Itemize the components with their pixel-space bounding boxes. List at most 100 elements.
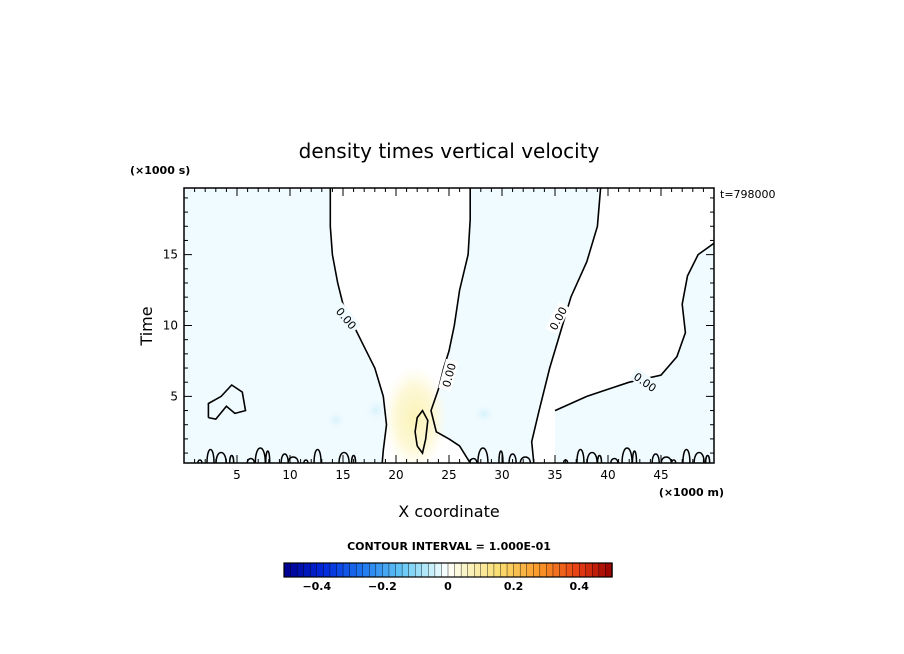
colorbar-cell [441,562,449,578]
noise-contour [313,448,322,463]
colorbar-cell [395,562,403,578]
noise-contour [586,451,598,463]
negative-spot-3 [326,410,346,430]
colorbar-cell [539,562,548,578]
noise-contour [197,459,203,463]
x-tick-label: 5 [233,468,241,482]
colorbar-cell [474,562,482,578]
colorbar-cell [316,562,325,578]
colorbar-cell [382,562,390,578]
colorbar-cell [467,562,475,578]
noise-contour [215,451,227,463]
colorbar-tick-labels: −0.4 −0.2 0 0.2 0.4 [302,580,589,593]
noise-contour [621,447,633,463]
colorbar-cell [434,562,443,578]
contour-label-bg [544,301,571,335]
contour-label-bg [331,302,362,334]
negative-spot-2 [472,404,496,424]
colorbar-tick-label: 0.2 [504,580,524,593]
x-unit-label: (×1000 m) [659,486,724,499]
zero-contour-3 [530,188,602,463]
colorbar-cell [454,562,462,578]
colorbar-cell [375,562,384,578]
colorbar-cell [428,562,436,578]
zero-contour-6 [414,409,429,455]
zero-contour-5 [207,383,247,420]
colorbar-cell [533,562,541,578]
colorbar-tick-label: −0.2 [368,580,397,593]
colorbar-cell [487,562,495,578]
colorbar-tick-label: −0.4 [302,580,331,593]
noise-contour [206,448,215,463]
noise-contour [610,457,619,463]
noise-contour [228,454,235,463]
noise-contour [303,459,309,463]
y-axis-label: Time [137,306,156,346]
noise-contour [576,448,585,463]
x-ticks: 5 10 15 20 25 30 35 40 45 [194,188,704,482]
noise-contour [651,453,660,463]
colorbar-cell [296,562,305,578]
colorbar-cell [362,562,370,578]
colorbar-cell [572,562,580,578]
colorbar-cell [500,562,508,578]
noise-contour [631,450,638,463]
y-tick-label: 5 [170,389,178,403]
contour-label-bg [438,358,459,392]
colorbar-cell [598,562,607,578]
colorbar-cell [506,562,515,578]
noise-contour [254,447,267,463]
colorbar-cell [546,562,554,578]
colorbar-cell [421,562,430,578]
noise-contour [660,456,673,463]
colorbar-tick-label: 0.4 [569,580,589,593]
y-tick-label: 10 [163,319,178,333]
zero-contour-1 [329,188,388,463]
colorbar-cell [349,562,357,578]
noise-contour [338,451,350,463]
x-tick-label: 15 [335,468,350,482]
contour-label-bg [629,367,662,396]
colorbar-cell [552,562,561,578]
colorbar-cell [369,562,377,578]
colorbar-cell [526,562,534,578]
noise-contour [519,456,532,463]
x-tick-label: 35 [547,468,562,482]
x-tick-label: 10 [282,468,297,482]
light-region-c [555,243,714,463]
colorbar-cell [303,562,311,578]
y-tick-label: 15 [163,248,178,262]
colorbar-cell [329,562,338,578]
zero-contour-4 [554,242,714,412]
negative-spot-1 [364,398,388,422]
noise-contour [287,456,299,463]
positive-hotspot [383,366,447,463]
noise-contour [508,453,517,463]
noise-contour [264,450,271,463]
colorbar-cell [513,562,521,578]
bottom-contour-noise [197,447,711,463]
x-tick-label: 30 [494,468,509,482]
colorbar-cell [388,562,397,578]
colorbar-cell [519,562,528,578]
colorbar-cell [310,562,318,578]
colorbar-tick-label: 0 [444,580,452,593]
colorbar-cell [401,562,410,578]
colorbar-cell [415,562,423,578]
noise-contour [704,454,711,463]
colorbar-cell [460,562,469,578]
contour-interval-text: CONTOUR INTERVAL = 1.000E-01 [347,540,551,553]
colorbar-cell [447,562,456,578]
colorbar-cell [493,562,502,578]
colorbar-cell [336,562,344,578]
noise-contour [350,454,357,463]
colorbar-cell [592,562,600,578]
x-tick-label: 40 [600,468,615,482]
time-stamp: t=798000 [720,188,776,201]
x-tick-label: 20 [388,468,403,482]
x-axis-label: X coordinate [398,502,499,521]
y-ticks: 5 10 15 [163,197,714,454]
colorbar-cell [355,562,364,578]
zero-contours [207,188,714,463]
